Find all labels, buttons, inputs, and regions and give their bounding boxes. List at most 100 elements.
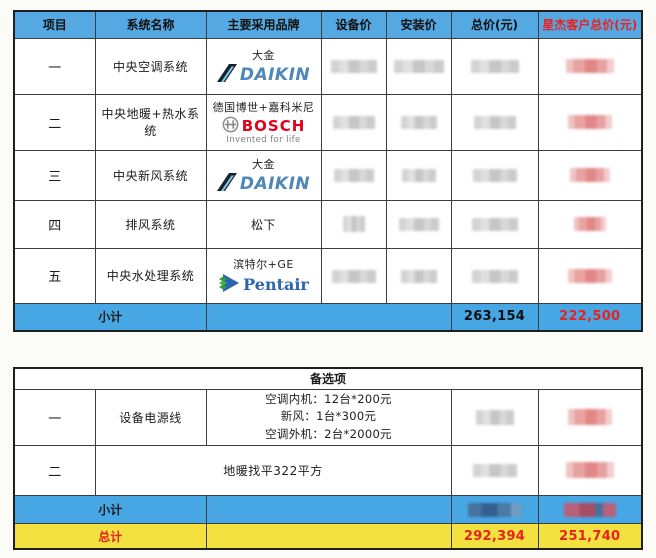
col-header-system: 系统名称	[94, 10, 207, 39]
table1-subtotal-row: 小计 263,154 222,500	[13, 302, 643, 332]
redacted-value	[565, 59, 614, 74]
subtotal-label: 小计	[13, 302, 207, 332]
bosch-symbol-icon	[222, 116, 239, 136]
options-table: 备选项 一 设备电源线 空调内机：12台*200元 新风：1台*300元 空调外…	[13, 367, 644, 551]
brand-label: 大金	[252, 49, 275, 62]
total-price-cell	[450, 247, 539, 304]
equipment-price-cell	[320, 37, 387, 95]
customer-total-cell	[537, 93, 643, 151]
table-row: 一 中央空调系统 大金 DAIKIN	[13, 37, 643, 95]
row-index: 四	[13, 199, 96, 249]
install-price-cell	[385, 247, 452, 304]
redacted-value	[398, 218, 439, 231]
pentair-wordmark: Pentair	[243, 274, 309, 294]
redacted-value	[475, 409, 514, 425]
subtotal-customer-total: 222,500	[537, 302, 643, 332]
customer-total-cell	[537, 199, 643, 249]
brand-cell-daikin: 大金 DAIKIN	[205, 149, 322, 201]
option-description: 地暖找平322平方	[94, 444, 452, 496]
daikin-wordmark: DAIKIN	[239, 173, 311, 194]
row-index: 二	[13, 93, 96, 151]
brand-cell-daikin: 大金 DAIKIN	[205, 37, 322, 95]
total-price-cell	[450, 444, 539, 496]
redacted-value	[573, 217, 606, 232]
redacted-value	[567, 268, 612, 283]
redacted-value	[400, 269, 437, 283]
redacted-value	[471, 269, 518, 283]
total-price-cell	[450, 388, 539, 446]
subtotal-spacer	[205, 494, 452, 524]
col-header-customer-total: 星杰客户总价(元)	[537, 10, 643, 39]
option-description: 空调内机：12台*200元 新风：1台*300元 空调外机：2台*2000元	[205, 388, 452, 446]
row-index: 三	[13, 149, 96, 201]
customer-total-cell	[537, 37, 643, 95]
equipment-price-cell	[320, 93, 387, 151]
redacted-value	[401, 169, 436, 182]
system-name: 中央空调系统	[94, 37, 207, 95]
total-price-cell	[450, 37, 539, 95]
install-price-cell	[385, 37, 452, 95]
redacted-value	[472, 169, 517, 182]
brand-cell-panasonic: 松下	[205, 199, 322, 249]
col-header-equipment-price: 设备价	[320, 10, 387, 39]
row-index: 五	[13, 247, 96, 304]
system-name: 中央地暖+热水系统	[94, 93, 207, 151]
daikin-logo-icon	[216, 173, 237, 194]
redacted-value	[330, 60, 377, 73]
redacted-value	[467, 502, 522, 517]
col-header-total-price: 总价(元)	[450, 10, 539, 39]
pentair-logo-icon	[218, 273, 240, 296]
desc-line: 新风：1台*300元	[280, 409, 377, 424]
redacted-value	[472, 464, 517, 478]
grand-total-row: 总计 292,394 251,740	[13, 522, 643, 550]
total-price-cell	[450, 93, 539, 151]
system-name: 中央新风系统	[94, 149, 207, 201]
bosch-tagline: Invented for life	[226, 135, 301, 145]
daikin-logo-icon	[216, 64, 237, 85]
options-title-row: 备选项	[13, 367, 643, 390]
table-row: 四 排风系统 松下	[13, 199, 643, 249]
options-title: 备选项	[13, 367, 643, 390]
subtotal-label: 小计	[13, 494, 207, 524]
equipment-price-cell	[320, 149, 387, 201]
redacted-value	[565, 462, 614, 479]
table-row: 二 地暖找平322平方	[13, 444, 643, 496]
system-name: 排风系统	[94, 199, 207, 249]
grand-total-label: 总计	[13, 522, 207, 550]
subtotal-spacer	[205, 302, 452, 332]
redacted-value	[342, 216, 365, 232]
redacted-value	[567, 409, 612, 426]
desc-line: 空调内机：12台*200元	[265, 391, 392, 406]
system-name: 中央水处理系统	[94, 247, 207, 304]
brand-cell-bosch: 德国博世+嘉科米尼 BOSCH Invented for life	[205, 93, 322, 151]
redacted-value	[333, 169, 374, 182]
customer-total-cell	[537, 247, 643, 304]
total-price-cell	[450, 199, 539, 249]
install-price-cell	[385, 93, 452, 151]
redacted-value	[569, 168, 610, 183]
table-row: 二 中央地暖+热水系统 德国博世+嘉科米尼 BOSCH Invented for…	[13, 93, 643, 151]
col-header-install-price: 安装价	[385, 10, 452, 39]
equipment-price-cell	[320, 199, 387, 249]
customer-total-cell	[537, 444, 643, 496]
table1-header-row: 项目 系统名称 主要采用品牌 设备价 安装价 总价(元) 星杰客户总价(元)	[13, 10, 643, 39]
redacted-value	[567, 115, 612, 130]
row-index: 一	[13, 37, 96, 95]
table2-subtotal-row: 小计	[13, 494, 643, 524]
grand-total-customer: 251,740	[537, 522, 643, 550]
redacted-value	[331, 269, 376, 283]
redacted-value	[563, 502, 616, 517]
brand-label: 德国博世+嘉科米尼	[212, 101, 315, 114]
subtotal-customer-total	[537, 494, 643, 524]
redacted-value	[400, 116, 437, 129]
install-price-cell	[385, 149, 452, 201]
table-row: 三 中央新风系统 大金 DAIKIN	[13, 149, 643, 201]
table-row: 五 中央水处理系统 滨特尔+GE Pentair	[13, 247, 643, 304]
redacted-value	[471, 218, 518, 231]
col-header-brand: 主要采用品牌	[205, 10, 322, 39]
grand-total-spacer	[205, 522, 452, 550]
brand-label: 大金	[252, 158, 275, 171]
customer-total-cell	[537, 388, 643, 446]
redacted-value	[332, 116, 375, 129]
